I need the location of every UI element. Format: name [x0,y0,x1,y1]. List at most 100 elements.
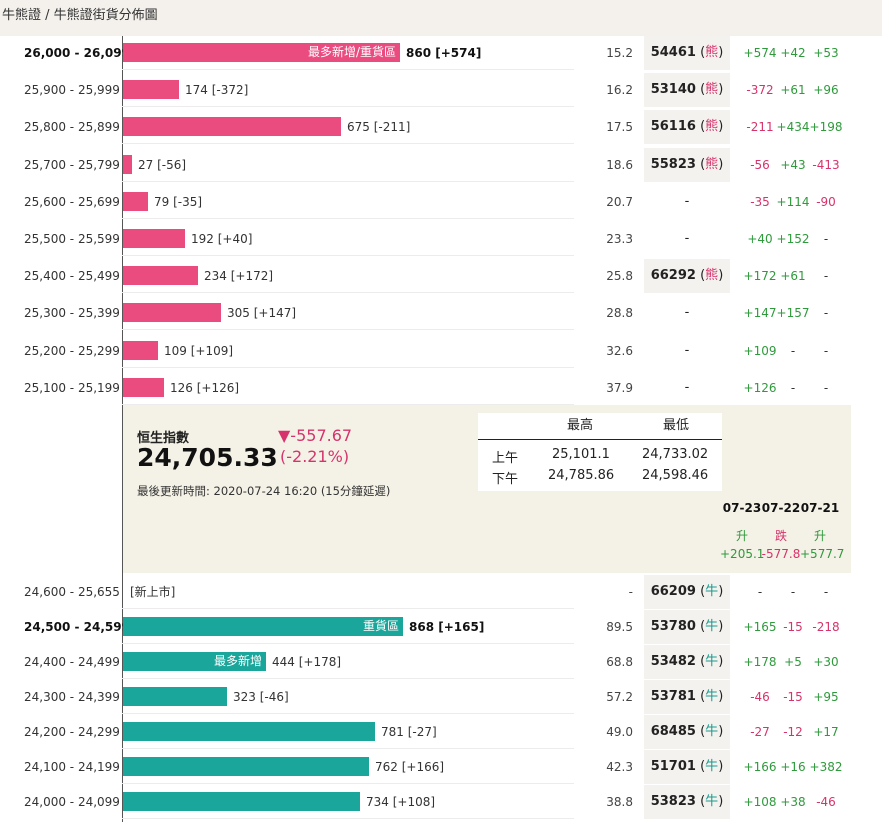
row-separator [122,818,574,819]
warrant-code-link[interactable]: 53823 (牛) [650,794,724,809]
strike-range: 25,700 - 25,799 [24,157,120,172]
percent-value: 57.2 [606,690,633,704]
bear-row: 25,300 - 25,399 305 [+147] 28.8- +147 +157- [0,296,882,331]
index-change: ▼-557.67 [278,426,353,445]
outstanding-value: 126 [+126] [170,380,240,395]
daily-change-2: +5 [784,655,802,669]
warrant-code-link[interactable]: 53482 (牛) [650,654,724,669]
outstanding-value: 192 [+40] [191,232,253,246]
daily-change-1: +178 [743,655,777,669]
strike-range: 25,300 - 25,399 [24,306,120,321]
bear-row: 25,600 - 25,699 79 [-35] 20.7 - -35 +114 -90 [0,185,882,219]
percent-value: 42.3 [606,760,633,774]
warrant-code[interactable]: 53781 [650,689,696,704]
warrant-code-cell[interactable]: 53140 (熊) [644,73,730,108]
warrant-code-link[interactable]: 51701 (牛) [650,759,724,774]
daily-change-3: - [823,343,829,358]
row-separator [122,678,574,679]
percent-value: 15.2 [606,46,633,60]
daily-change-2: +43 [780,157,806,172]
chart-axis [122,36,123,822]
outstanding-value: 444 [+178] [272,655,342,669]
high-low-table: 最高 最低 上午 25,101.1 24,733.02 下午 24,785.86… [478,413,722,491]
warrant-code-cell[interactable]: 53482 (牛) [644,645,730,679]
warrant-code-link[interactable]: 68485 (牛) [650,724,724,739]
strike-range: 25,800 - 25,899 [24,120,120,135]
daily-change-3: - [823,269,829,284]
percent-value: 28.8 [606,306,633,321]
strike-range: 24,000 - 24,099 [24,795,120,809]
warrant-code[interactable]: 68485 [650,724,696,739]
warrant-code-empty: - [684,193,690,209]
warrant-code-cell: - [644,371,730,405]
bull-quantity-bar: 最多新增 [123,652,266,671]
warrant-code-cell[interactable]: 56116 (熊) [644,110,730,145]
warrant-code-link[interactable]: 54461 (熊) [650,45,724,60]
warrant-code-link[interactable]: 53780 (牛) [650,619,724,634]
bull-row: 24,600 - 25,655 [新上市] - 66209 (牛) - - - [0,575,882,609]
high-low-header: 最高 最低 [478,413,722,440]
warrant-code-cell[interactable]: 54461 (熊) [644,36,730,70]
warrant-code-cell[interactable]: 55823 (熊) [644,147,730,182]
strike-range: 24,400 - 24,499 [24,655,120,669]
warrant-code[interactable]: 54461 [650,45,696,60]
warrant-code[interactable]: 55823 [650,156,696,172]
warrant-code-cell[interactable]: 53780 (牛) [644,610,730,644]
warrant-code-link[interactable]: 66292 (熊) [650,268,724,284]
high-header: 最高 [566,418,593,433]
daily-change-1: +126 [743,380,777,395]
warrant-code[interactable]: 53823 [650,794,696,809]
row-separator [122,217,574,219]
warrant-code-link[interactable]: 53781 (牛) [650,689,724,704]
outstanding-value: 860 [+574] [406,46,482,60]
row-separator [122,329,574,331]
row-separator [122,608,574,609]
warrant-code[interactable]: 56116 [650,119,696,135]
percent-value: 68.8 [606,655,633,669]
warrant-code[interactable]: 53780 [650,619,696,634]
warrant-code-cell[interactable]: 66209 (牛) [644,575,730,609]
warrant-code-link[interactable]: 55823 (熊) [650,156,724,172]
warrant-code[interactable]: 66209 [650,584,696,599]
warrant-code-link[interactable]: 53140 (熊) [650,82,724,98]
daily-change-3: +198 [809,120,843,135]
daily-change-2: - [790,585,796,599]
warrant-code[interactable]: 53482 [650,654,696,669]
bear-row: 25,800 - 25,899 675 [-211] 17.5 56116 (熊) -2… [0,110,882,145]
daily-change-2: +114 [776,194,810,209]
daily-change-2: +61 [780,269,806,284]
bear-quantity-bar [123,266,198,286]
daily-change-3: -413 [812,157,840,172]
date-change-1: +205.1 [720,547,765,561]
daily-change-1: -56 [750,157,770,172]
warrant-code-cell[interactable]: 53823 (牛) [644,785,730,819]
warrant-code-cell[interactable]: 68485 (牛) [644,715,730,749]
warrant-code-cell[interactable]: 66292 (熊) [644,259,730,294]
warrant-code-cell[interactable]: 53781 (牛) [644,680,730,714]
outstanding-value: [新上市] [130,585,176,599]
daily-change-3: +95 [813,690,839,704]
bear-row: 25,200 - 25,299 109 [+109] 32.6- +109- - [0,334,882,368]
warrant-code-link[interactable]: 66209 (牛) [650,584,724,599]
strike-range: 25,200 - 25,299 [24,343,120,358]
warrant-code-cell[interactable]: 51701 (牛) [644,750,730,784]
daily-change-3: - [823,585,829,599]
warrant-code[interactable]: 66292 [650,268,696,284]
warrant-type: 牛 [705,619,719,634]
bull-quantity-bar: 重貨區 [123,617,403,636]
warrant-code[interactable]: 51701 [650,759,696,774]
warrant-code-cell: - [644,334,730,368]
strike-range: 24,300 - 24,399 [24,690,120,704]
percent-value: 25.8 [606,269,633,284]
warrant-type: 熊 [705,119,719,135]
daily-change-3: - [823,306,829,321]
am-high: 25,101.1 [552,447,610,462]
outstanding-value: 27 [-56] [138,157,187,172]
warrant-type: 牛 [705,794,719,809]
daily-change-2: +61 [780,83,806,98]
daily-change-1: +574 [743,46,777,60]
warrant-code-link[interactable]: 56116 (熊) [650,119,724,135]
warrant-code[interactable]: 53140 [650,82,696,98]
strike-range: 25,100 - 25,199 [24,380,120,395]
last-updated: 最後更新時間: 2020-07-24 16:20 (15分鐘延遲) [137,484,391,498]
